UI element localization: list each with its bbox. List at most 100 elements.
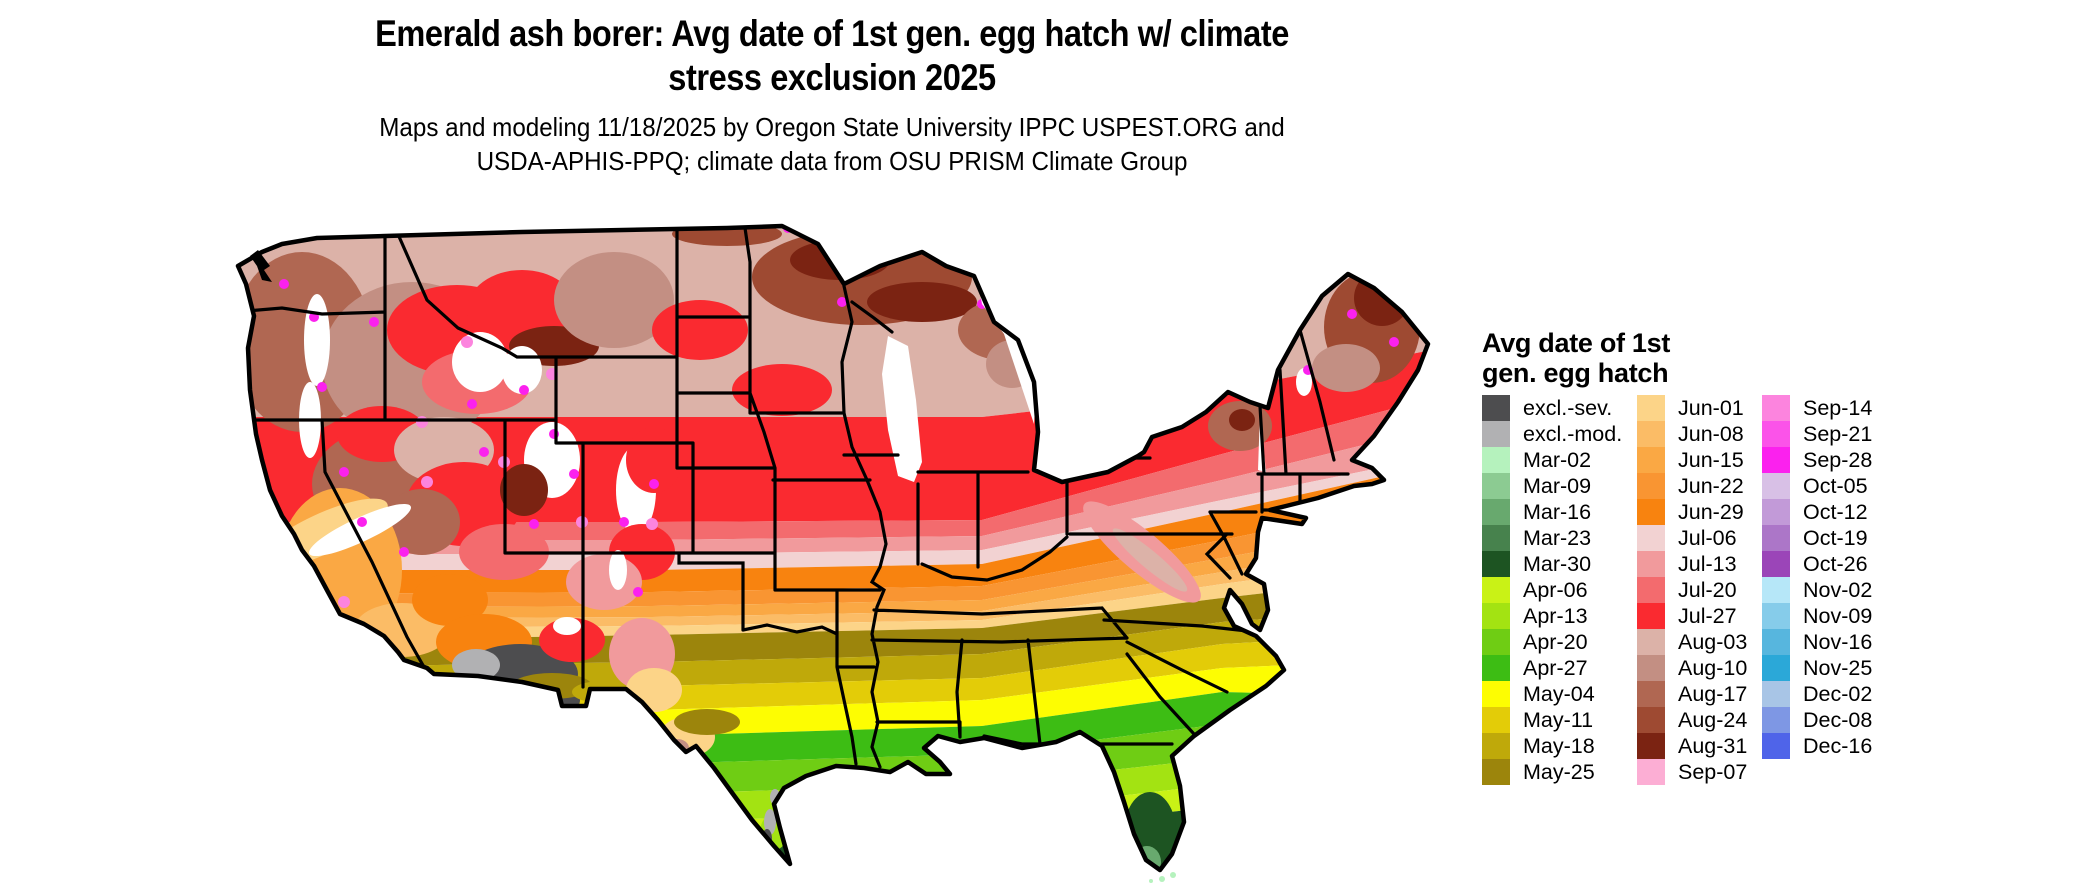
legend-swatch	[1482, 629, 1510, 655]
legend-label: May-04	[1523, 681, 1595, 706]
legend-label: May-11	[1523, 707, 1594, 732]
legend-entry: May-11	[1482, 707, 1637, 733]
legend-entry: Dec-02	[1762, 681, 1902, 707]
legend-label: Aug-24	[1678, 707, 1748, 732]
legend-entry: Apr-13	[1482, 603, 1637, 629]
legend-swatch	[1637, 395, 1665, 421]
legend: Avg date of 1st gen. egg hatch excl.-sev…	[1482, 328, 1902, 785]
legend-label: Oct-05	[1803, 473, 1868, 498]
legend-label: Apr-20	[1523, 629, 1588, 654]
legend-swatch	[1762, 603, 1790, 629]
legend-entry: Dec-16	[1762, 733, 1902, 759]
legend-columns: excl.-sev. excl.-mod. Mar-02 Mar-09 Mar-16 Ma…	[1482, 395, 1902, 785]
legend-label: Dec-16	[1803, 733, 1873, 758]
legend-swatch	[1762, 707, 1790, 733]
legend-entry: May-04	[1482, 681, 1637, 707]
legend-label: Jun-08	[1678, 421, 1744, 446]
legend-swatch	[1482, 707, 1510, 733]
legend-label: Apr-13	[1523, 603, 1588, 628]
legend-entry: excl.-sev.	[1482, 395, 1637, 421]
legend-label: Oct-12	[1803, 499, 1868, 524]
legend-entry: Jun-15	[1637, 447, 1762, 473]
legend-entry: Mar-09	[1482, 473, 1637, 499]
page-title-line2: stress exclusion 2025	[668, 57, 996, 98]
legend-label: Mar-30	[1523, 551, 1592, 576]
legend-label: Mar-02	[1523, 447, 1592, 472]
legend-swatch	[1637, 473, 1665, 499]
legend-swatch	[1482, 473, 1510, 499]
legend-entry: Jun-08	[1637, 421, 1762, 447]
legend-entry: Nov-25	[1762, 655, 1902, 681]
legend-swatch	[1762, 629, 1790, 655]
legend-swatch	[1482, 577, 1510, 603]
legend-label: May-25	[1523, 759, 1595, 784]
legend-swatch	[1762, 447, 1790, 473]
legend-entry: Jul-13	[1637, 551, 1762, 577]
us-map-svg	[235, 223, 1431, 883]
legend-swatch	[1482, 421, 1510, 447]
legend-title-line1: Avg date of 1st	[1482, 328, 1671, 358]
legend-entry: Sep-07	[1637, 759, 1762, 785]
legend-label: excl.-sev.	[1523, 395, 1613, 420]
legend-swatch	[1637, 551, 1665, 577]
legend-entry: Oct-12	[1762, 499, 1902, 525]
page-title-line1: Emerald ash borer: Avg date of 1st gen. …	[375, 13, 1289, 54]
legend-entry: Jul-27	[1637, 603, 1762, 629]
legend-swatch	[1482, 759, 1510, 785]
legend-swatch	[1637, 447, 1665, 473]
legend-column-2: Jun-01 Jun-08 Jun-15 Jun-22 Jun-29 Jul-06 Jul-…	[1637, 395, 1762, 785]
legend-swatch	[1637, 603, 1665, 629]
subtitle: Maps and modeling 11/18/2025 by Oregon S…	[0, 110, 1664, 178]
legend-entry: Oct-05	[1762, 473, 1902, 499]
legend-swatch	[1762, 551, 1790, 577]
legend-swatch	[1637, 421, 1665, 447]
legend-column-3: Sep-14 Sep-21 Sep-28 Oct-05 Oct-12 Oct-19 Oct-…	[1762, 395, 1902, 785]
legend-entry: Aug-31	[1637, 733, 1762, 759]
legend-swatch	[1637, 681, 1665, 707]
legend-label: Sep-21	[1803, 421, 1873, 446]
legend-swatch	[1762, 421, 1790, 447]
legend-label: Dec-08	[1803, 707, 1873, 732]
legend-entry: Sep-14	[1762, 395, 1902, 421]
legend-label: Mar-16	[1523, 499, 1592, 524]
legend-swatch	[1637, 655, 1665, 681]
legend-swatch	[1637, 733, 1665, 759]
legend-label: Apr-06	[1523, 577, 1588, 602]
legend-swatch	[1637, 577, 1665, 603]
legend-entry: Jul-20	[1637, 577, 1762, 603]
legend-label: Jun-22	[1678, 473, 1744, 498]
legend-label: Nov-02	[1803, 577, 1873, 602]
legend-label: Nov-16	[1803, 629, 1873, 654]
legend-entry: Sep-28	[1762, 447, 1902, 473]
legend-swatch	[1637, 499, 1665, 525]
header: Emerald ash borer: Avg date of 1st gen. …	[0, 12, 1664, 178]
legend-swatch	[1482, 681, 1510, 707]
subtitle-line1: Maps and modeling 11/18/2025 by Oregon S…	[379, 112, 1285, 142]
legend-swatch	[1482, 525, 1510, 551]
legend-label: Jul-13	[1678, 551, 1737, 576]
legend-label: Jul-20	[1678, 577, 1737, 602]
legend-swatch	[1762, 655, 1790, 681]
legend-entry: Mar-16	[1482, 499, 1637, 525]
legend-swatch	[1637, 707, 1665, 733]
legend-entry: Aug-17	[1637, 681, 1762, 707]
legend-label: Oct-26	[1803, 551, 1868, 576]
legend-label: Aug-31	[1678, 733, 1748, 758]
subtitle-line2: USDA-APHIS-PPQ; climate data from OSU PR…	[476, 146, 1188, 176]
legend-entry: Oct-19	[1762, 525, 1902, 551]
legend-entry: Nov-16	[1762, 629, 1902, 655]
legend-swatch	[1762, 733, 1790, 759]
legend-entry: Apr-06	[1482, 577, 1637, 603]
legend-swatch	[1762, 577, 1790, 603]
legend-entry: Sep-21	[1762, 421, 1902, 447]
legend-label: Jun-01	[1678, 395, 1744, 420]
legend-swatch	[1482, 499, 1510, 525]
legend-column-1: excl.-sev. excl.-mod. Mar-02 Mar-09 Mar-16 Ma…	[1482, 395, 1637, 785]
legend-entry: excl.-mod.	[1482, 421, 1637, 447]
legend-label: Aug-10	[1678, 655, 1748, 680]
legend-label: Mar-23	[1523, 525, 1592, 550]
legend-swatch	[1762, 681, 1790, 707]
legend-entry: Jun-22	[1637, 473, 1762, 499]
legend-entry: Dec-08	[1762, 707, 1902, 733]
legend-label: Aug-17	[1678, 681, 1748, 706]
